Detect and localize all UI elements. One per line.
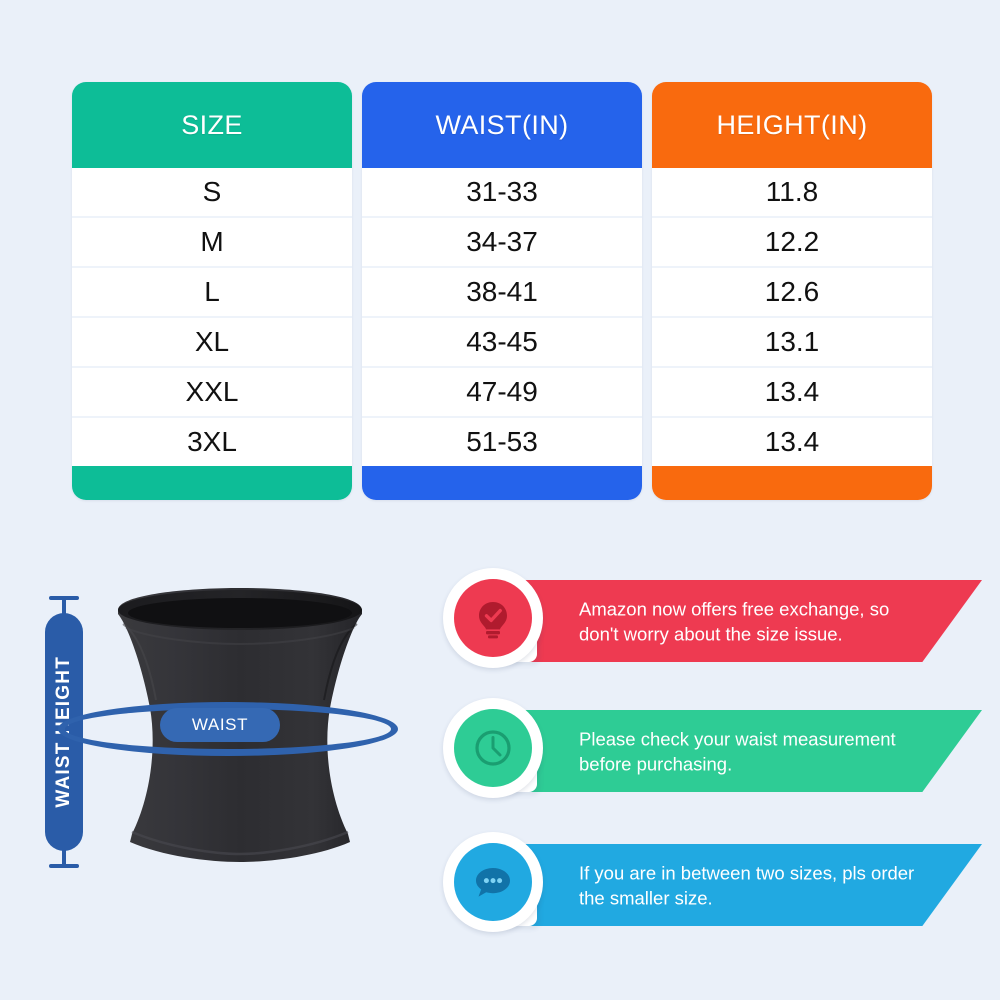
table-cell: 13.4 [652,368,932,418]
table-cell: 31-33 [362,168,642,218]
table-cell: 3XL [72,418,352,466]
table-cell: 43-45 [362,318,642,368]
info-banner-ribbon [485,710,982,792]
size-chart-table: SIZE S M L XL XXL 3XL WAIST(IN) 31-33 34… [72,82,932,500]
waist-measurement-ring [58,702,398,756]
column-header-waist-label: WAIST(IN) [435,109,569,140]
waist-badge: WAIST [160,708,280,742]
column-header-size: SIZE [72,82,352,168]
table-cell: 38-41 [362,268,642,318]
lightbulb-check-icon [454,579,532,657]
table-cell: M [72,218,352,268]
info-banner-pin [443,698,549,804]
column-header-height-label: HEIGHT(IN) [716,109,868,140]
gauge-cap-bottom [49,864,79,868]
product-illustration: WAIST HEIGHT WAIST [20,560,430,980]
info-banner-text: Please check your waist measurement befo… [579,728,896,774]
table-cell: S [72,168,352,218]
info-banner-smaller-size: If you are in between two sizes, pls ord… [437,832,982,940]
info-banner-pin [443,568,549,674]
table-cell: 51-53 [362,418,642,466]
info-banner-ribbon [485,580,982,662]
table-cell: XXL [72,368,352,418]
table-cell: 12.2 [652,218,932,268]
column-header-size-label: SIZE [181,109,243,140]
size-column-body-waist: 31-33 34-37 38-41 43-45 47-49 51-53 [362,168,642,466]
size-column-waist: WAIST(IN) 31-33 34-37 38-41 43-45 47-49 … [362,82,642,500]
clock-icon [454,709,532,787]
size-column-height: HEIGHT(IN) 11.8 12.2 12.6 13.1 13.4 13.4 [652,82,932,500]
info-banner-text: Amazon now offers free exchange, so don'… [579,598,890,644]
column-footer-height [652,466,932,500]
table-cell: XL [72,318,352,368]
table-cell: 12.6 [652,268,932,318]
table-cell: 34-37 [362,218,642,268]
table-cell: 11.8 [652,168,932,218]
waist-badge-label: WAIST [191,715,249,734]
size-column-size: SIZE S M L XL XXL 3XL [72,82,352,500]
info-banner-text: If you are in between two sizes, pls ord… [579,862,915,908]
info-banner-pin [443,832,549,938]
chat-bubble-icon [454,843,532,921]
info-banner-ribbon [485,844,982,926]
size-column-body-height: 11.8 12.2 12.6 13.1 13.4 13.4 [652,168,932,466]
column-header-waist: WAIST(IN) [362,82,642,168]
info-banner-measure: Please check your waist measurement befo… [437,698,982,806]
table-cell: L [72,268,352,318]
column-footer-size [72,466,352,500]
info-banner-exchange: Amazon now offers free exchange, so don'… [437,568,982,676]
gauge-stem-bottom [62,848,66,866]
column-header-height: HEIGHT(IN) [652,82,932,168]
info-banner-list: Amazon now offers free exchange, so don'… [437,560,982,970]
gauge-stem-top [62,598,66,616]
column-footer-waist [362,466,642,500]
size-column-body-size: S M L XL XXL 3XL [72,168,352,466]
table-cell: 13.1 [652,318,932,368]
table-cell: 47-49 [362,368,642,418]
table-cell: 13.4 [652,418,932,466]
